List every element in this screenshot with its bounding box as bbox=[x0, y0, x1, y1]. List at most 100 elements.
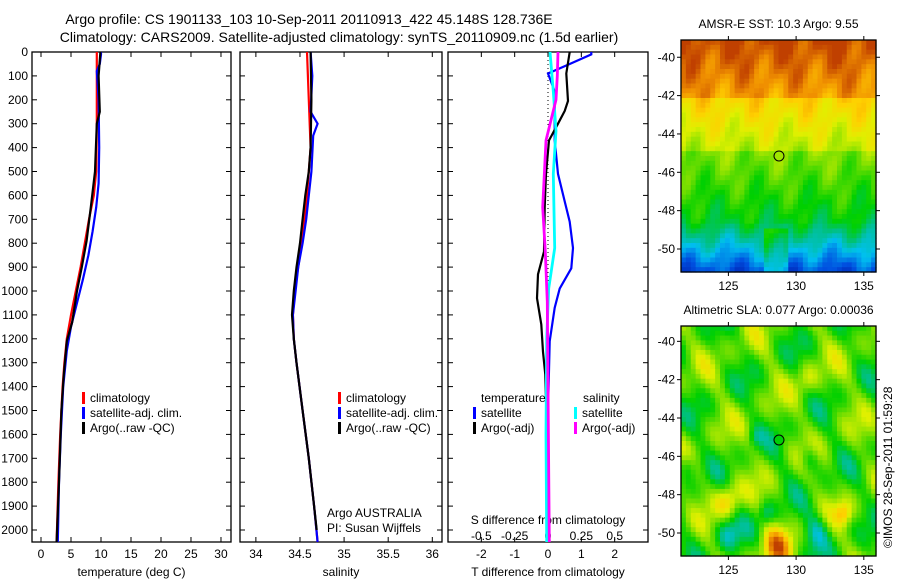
heatmap-cell bbox=[724, 83, 731, 89]
heatmap-cell bbox=[710, 107, 716, 114]
heatmap-cell bbox=[685, 469, 692, 476]
heatmap-cell bbox=[812, 180, 819, 186]
heatmap-cell bbox=[812, 131, 819, 138]
heatmap-cell bbox=[690, 238, 697, 244]
y-tick-label: 500 bbox=[8, 165, 28, 179]
heatmap-cell bbox=[846, 102, 853, 109]
heatmap-cell bbox=[807, 474, 814, 480]
heatmap-cell bbox=[685, 532, 692, 538]
heatmap-cell bbox=[690, 393, 697, 399]
heatmap-cell bbox=[822, 49, 828, 56]
heatmap-cell bbox=[851, 431, 858, 437]
heatmap-cell bbox=[822, 214, 828, 220]
heatmap-cell bbox=[710, 397, 716, 404]
heatmap-cell bbox=[807, 64, 814, 70]
heatmap-cell bbox=[802, 349, 809, 356]
heatmap-cell bbox=[705, 551, 711, 557]
heatmap-cell bbox=[768, 189, 775, 196]
heatmap-cell bbox=[710, 474, 716, 480]
heatmap-cell bbox=[681, 431, 687, 437]
heatmap-cell bbox=[729, 450, 736, 456]
heatmap-cell bbox=[856, 469, 862, 476]
heatmap-cell bbox=[827, 160, 833, 167]
heatmap-cell bbox=[754, 83, 760, 89]
heatmap-cell bbox=[695, 69, 702, 75]
heatmap-cell bbox=[754, 146, 760, 152]
heatmap-cell bbox=[822, 122, 828, 128]
heatmap-cell bbox=[700, 180, 706, 186]
heatmap-cell bbox=[817, 136, 823, 143]
heatmap-cell bbox=[841, 532, 848, 538]
heatmap-cell bbox=[690, 359, 697, 365]
heatmap-cell bbox=[832, 402, 838, 409]
heatmap-cell bbox=[827, 431, 833, 437]
heatmap-cell bbox=[841, 102, 848, 109]
heatmap-cell bbox=[700, 532, 706, 538]
heatmap-cell bbox=[846, 69, 853, 75]
heatmap-cell bbox=[807, 335, 814, 341]
heatmap-cell bbox=[729, 185, 736, 191]
heatmap-cell bbox=[759, 479, 765, 485]
heatmap-cell bbox=[763, 488, 770, 495]
heatmap-cell bbox=[778, 160, 784, 167]
heatmap-cell bbox=[763, 460, 770, 466]
heatmap-cell bbox=[861, 450, 867, 456]
heatmap-cell bbox=[788, 421, 794, 428]
heatmap-cell bbox=[773, 199, 780, 205]
heatmap-cell bbox=[841, 359, 848, 365]
heatmap-cell bbox=[759, 238, 765, 244]
heatmap-cell bbox=[778, 330, 784, 337]
heatmap-cell bbox=[837, 160, 843, 167]
heatmap-cell bbox=[690, 127, 697, 133]
heatmap-cell bbox=[871, 464, 877, 471]
heatmap-cell bbox=[734, 170, 741, 176]
heatmap-cell bbox=[724, 78, 731, 85]
heatmap-cell bbox=[710, 426, 716, 433]
heatmap-cell bbox=[773, 170, 780, 176]
heatmap-cell bbox=[817, 98, 823, 104]
heatmap-cell bbox=[822, 536, 828, 543]
heatmap-cell bbox=[793, 474, 799, 480]
heatmap-cell bbox=[690, 373, 697, 380]
heatmap-cell bbox=[720, 102, 726, 109]
heatmap-cell bbox=[817, 127, 823, 133]
heatmap-cell bbox=[827, 214, 833, 220]
heatmap-cell bbox=[778, 243, 784, 249]
heatmap-cell bbox=[861, 349, 867, 356]
heatmap-cell bbox=[715, 146, 721, 152]
heatmap-cell bbox=[871, 551, 877, 557]
heatmap-cell bbox=[695, 59, 702, 65]
heatmap-cell bbox=[827, 267, 833, 273]
heatmap-cell bbox=[724, 335, 731, 341]
heatmap-cell bbox=[866, 551, 872, 557]
heatmap-cell bbox=[734, 146, 741, 152]
heatmap-cell bbox=[866, 508, 872, 514]
heatmap-cell bbox=[837, 373, 843, 380]
heatmap-cell bbox=[841, 64, 848, 70]
heatmap-cell bbox=[705, 412, 711, 418]
heatmap-cell bbox=[754, 78, 760, 85]
heatmap-cell bbox=[812, 49, 819, 56]
heatmap-cell bbox=[846, 335, 853, 341]
heatmap-cell bbox=[744, 146, 750, 152]
heatmap-cell bbox=[724, 484, 731, 490]
heatmap-cell bbox=[798, 102, 804, 109]
heatmap-cell bbox=[837, 223, 843, 230]
heatmap-cell bbox=[695, 512, 702, 519]
heatmap-cell bbox=[754, 330, 760, 337]
heatmap-cell bbox=[802, 175, 809, 181]
heatmap-cell bbox=[871, 64, 877, 70]
heatmap-cell bbox=[705, 421, 711, 428]
heatmap-cell bbox=[871, 397, 877, 404]
heatmap-cell bbox=[768, 102, 775, 109]
heatmap-cell bbox=[768, 141, 775, 147]
heatmap-cell bbox=[690, 498, 697, 504]
heatmap-cell bbox=[788, 340, 794, 346]
heatmap-cell bbox=[788, 160, 794, 167]
heatmap-cell bbox=[783, 209, 789, 215]
heatmap-cell bbox=[841, 151, 848, 157]
heatmap-cell bbox=[749, 378, 755, 385]
heatmap-cell bbox=[685, 373, 692, 380]
heatmap-cell bbox=[861, 49, 867, 56]
